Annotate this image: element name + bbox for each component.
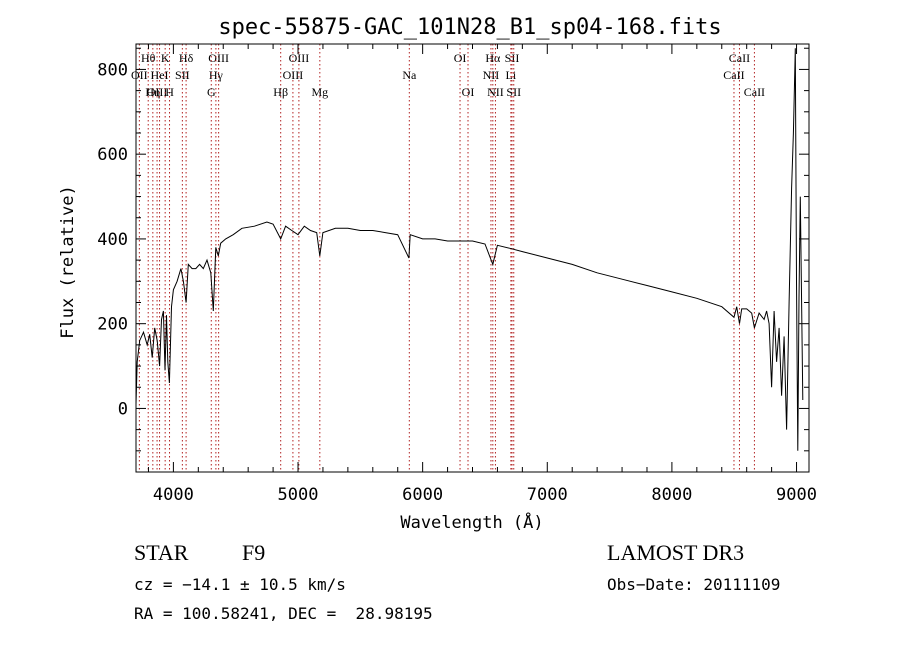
y-tick-label-0: 0 [118,399,128,419]
plot-frame [135,43,810,473]
line-marker-label-23: Li [506,68,517,82]
line-marker-label-1: OII [131,68,148,82]
object-type: STAR [134,540,189,565]
line-marker-label-10: Hγ [209,68,224,82]
line-marker-label-26: CaII [723,68,744,82]
y-tick-label-3: 600 [97,145,128,165]
x-tick-label-3: 7000 [527,485,568,505]
line-marker-label-6: H [165,85,174,99]
line-marker-label-17: OI [454,51,467,65]
line-marker-label-0: Hθ [141,51,156,65]
y-tick-label-4: 800 [97,60,128,80]
y-tick-label-2: 400 [97,230,128,250]
line-marker-label-5: HeI [151,68,169,82]
line-marker-label-25: CaII [729,51,750,65]
x-tick-label-1: 5000 [278,485,319,505]
survey-release: LAMOST DR3 [607,540,745,565]
chart-title: spec-55875-GAC_101N28_B1_sp04-168.fits [218,15,721,40]
spectrum-line [135,48,804,451]
sky-coordinates: RA = 100.58241, DEC = 28.98195 [134,604,433,623]
line-marker-label-15: Mg [311,85,328,99]
redshift-value: cz = −14.1 ± 10.5 km/s [134,575,346,594]
line-marker-label-14: OIII [283,68,304,82]
y-tick-label-1: 200 [97,315,128,335]
y-axis-label: Flux (relative) [58,185,78,339]
x-tick-label-4: 8000 [651,485,692,505]
line-marker-label-12: Hβ [273,85,288,99]
line-marker-label-3: Hη [145,85,160,99]
line-marker-label-7: Hδ [179,51,194,65]
line-marker-label-8: SII [175,68,190,82]
spectrum-chart: spec-55875-GAC_101N28_B1_sp04-168.fits H… [58,15,817,533]
line-marker-label-24: SII [506,85,521,99]
line-marker-label-9: OIII [208,51,229,65]
x-tick-label-0: 4000 [153,485,194,505]
x-tick-label-2: 6000 [402,485,443,505]
line-marker-label-4: K [161,51,170,65]
line-marker-label-20: NII [483,68,500,82]
y-axis: 0 200 400 600 800 [97,47,809,452]
x-axis: 4000 5000 6000 7000 8000 9000 [147,44,817,505]
observation-date: Obs−Date: 20111109 [607,575,781,594]
line-marker-label-27: CaII [744,85,765,99]
x-tick-label-5: 9000 [776,485,817,505]
line-marker-label-13: OIII [289,51,310,65]
spectral-subclass: F9 [242,540,266,565]
line-marker-label-22: SII [505,51,520,65]
line-marker-label-16: Na [402,68,417,82]
line-marker-label-19: Hα [485,51,501,65]
line-marker-label-2: OIII [147,85,168,99]
line-marker-label-11: G [207,85,216,99]
line-marker-label-21: NII [487,85,504,99]
x-axis-label: Wavelength (Å) [400,511,543,533]
line-marker-label-18: OI [462,85,475,99]
